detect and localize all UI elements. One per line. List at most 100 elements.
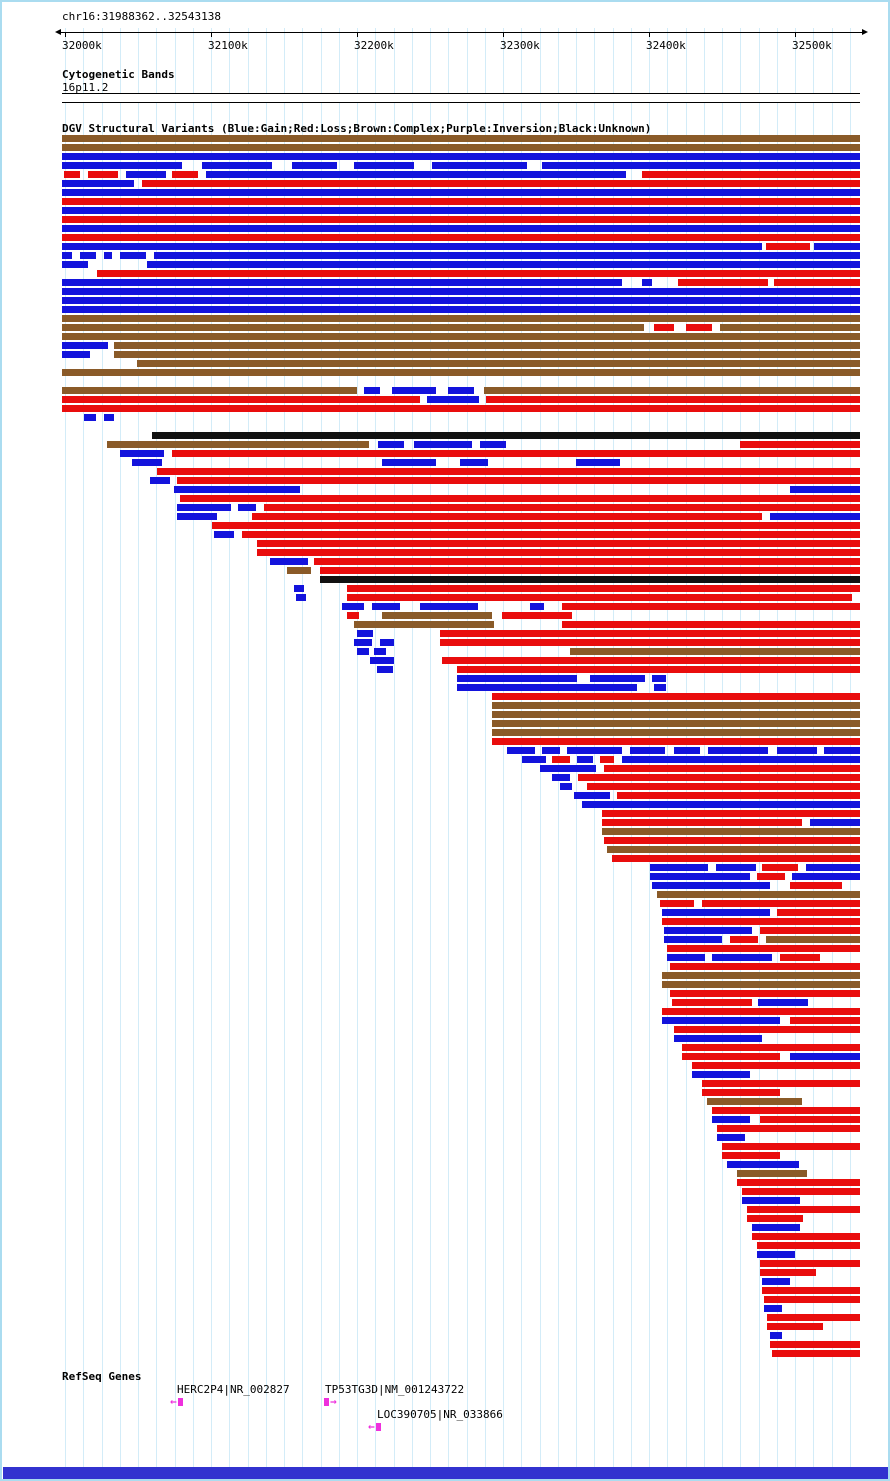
- variant-bar[interactable]: [664, 936, 722, 943]
- variant-bar[interactable]: [752, 1233, 860, 1240]
- variant-bar[interactable]: [62, 315, 860, 322]
- variant-bar[interactable]: [294, 585, 304, 592]
- variant-bar[interactable]: [662, 909, 770, 916]
- variant-bar[interactable]: [722, 1152, 780, 1159]
- variant-bar[interactable]: [667, 945, 860, 952]
- variant-bar[interactable]: [652, 882, 770, 889]
- variant-bar[interactable]: [62, 252, 72, 259]
- variant-bar[interactable]: [650, 873, 750, 880]
- variant-bar[interactable]: [132, 459, 162, 466]
- variant-bar[interactable]: [712, 954, 772, 961]
- variant-bar[interactable]: [578, 774, 860, 781]
- variant-bar[interactable]: [152, 432, 860, 439]
- variant-bar[interactable]: [576, 459, 620, 466]
- variant-bar[interactable]: [664, 927, 752, 934]
- variant-bar[interactable]: [790, 1053, 860, 1060]
- variant-bar[interactable]: [62, 144, 860, 151]
- variant-bar[interactable]: [62, 324, 644, 331]
- variant-bar[interactable]: [790, 486, 860, 493]
- variant-bar[interactable]: [314, 558, 860, 565]
- variant-bar[interactable]: [457, 675, 577, 682]
- variant-bar[interactable]: [542, 162, 860, 169]
- variant-bar[interactable]: [502, 612, 572, 619]
- variant-bar[interactable]: [604, 765, 860, 772]
- variant-bar[interactable]: [88, 171, 118, 178]
- variant-bar[interactable]: [62, 387, 357, 394]
- variant-bar[interactable]: [440, 639, 860, 646]
- variant-bar[interactable]: [582, 801, 860, 808]
- variant-bar[interactable]: [577, 756, 593, 763]
- variant-bar[interactable]: [172, 171, 198, 178]
- variant-bar[interactable]: [62, 225, 860, 232]
- variant-bar[interactable]: [574, 792, 610, 799]
- variant-bar[interactable]: [602, 819, 802, 826]
- variant-bar[interactable]: [347, 612, 359, 619]
- variant-bar[interactable]: [780, 954, 820, 961]
- variant-bar[interactable]: [766, 243, 810, 250]
- variant-bar[interactable]: [630, 747, 665, 754]
- variant-bar[interactable]: [80, 252, 96, 259]
- variant-bar[interactable]: [692, 1071, 750, 1078]
- variant-bar[interactable]: [427, 396, 479, 403]
- variant-bar[interactable]: [766, 936, 860, 943]
- variant-bar[interactable]: [492, 720, 860, 727]
- variant-bar[interactable]: [770, 1332, 782, 1339]
- variant-bar[interactable]: [180, 495, 860, 502]
- variant-bar[interactable]: [392, 387, 436, 394]
- gene-glyph[interactable]: →: [324, 1396, 337, 1407]
- variant-bar[interactable]: [570, 648, 860, 655]
- variant-bar[interactable]: [292, 162, 337, 169]
- variant-bar[interactable]: [270, 558, 308, 565]
- variant-bar[interactable]: [62, 198, 860, 205]
- variant-bar[interactable]: [378, 441, 404, 448]
- variant-bar[interactable]: [762, 864, 798, 871]
- variant-bar[interactable]: [777, 747, 817, 754]
- cytoband-box[interactable]: [62, 93, 860, 103]
- variant-bar[interactable]: [562, 603, 860, 610]
- variant-bar[interactable]: [708, 747, 768, 754]
- gene-glyph[interactable]: ←: [170, 1396, 183, 1407]
- variant-bar[interactable]: [760, 927, 860, 934]
- variant-bar[interactable]: [492, 738, 860, 745]
- variant-bar[interactable]: [120, 450, 164, 457]
- variant-bar[interactable]: [380, 639, 394, 646]
- variant-bar[interactable]: [420, 603, 478, 610]
- variant-bar[interactable]: [767, 1323, 823, 1330]
- variant-bar[interactable]: [806, 864, 860, 871]
- variant-bar[interactable]: [727, 1161, 799, 1168]
- variant-bar[interactable]: [764, 1305, 782, 1312]
- variant-bar[interactable]: [492, 693, 860, 700]
- variant-bar[interactable]: [486, 396, 860, 403]
- variant-bar[interactable]: [662, 918, 860, 925]
- variant-bar[interactable]: [492, 711, 860, 718]
- variant-bar[interactable]: [492, 702, 860, 709]
- variant-bar[interactable]: [157, 468, 860, 475]
- variant-bar[interactable]: [722, 1143, 860, 1150]
- variant-bar[interactable]: [777, 909, 860, 916]
- variant-bar[interactable]: [602, 828, 860, 835]
- variant-bar[interactable]: [448, 387, 474, 394]
- variant-bar[interactable]: [354, 639, 372, 646]
- variant-bar[interactable]: [670, 963, 860, 970]
- variant-bar[interactable]: [678, 279, 768, 286]
- variant-bar[interactable]: [62, 405, 860, 412]
- variant-bar[interactable]: [662, 981, 860, 988]
- variant-bar[interactable]: [432, 162, 527, 169]
- variant-bar[interactable]: [642, 171, 860, 178]
- variant-bar[interactable]: [654, 324, 674, 331]
- variant-bar[interactable]: [790, 1017, 860, 1024]
- variant-bar[interactable]: [507, 747, 535, 754]
- variant-bar[interactable]: [364, 387, 380, 394]
- variant-bar[interactable]: [602, 810, 860, 817]
- variant-bar[interactable]: [354, 621, 494, 628]
- variant-bar[interactable]: [137, 360, 860, 367]
- variant-bar[interactable]: [104, 414, 114, 421]
- variant-bar[interactable]: [62, 189, 860, 196]
- variant-bar[interactable]: [716, 864, 756, 871]
- variant-bar[interactable]: [662, 1017, 780, 1024]
- variant-bar[interactable]: [174, 486, 300, 493]
- variant-bar[interactable]: [457, 684, 637, 691]
- variant-bar[interactable]: [612, 855, 860, 862]
- variant-bar[interactable]: [238, 504, 256, 511]
- variant-bar[interactable]: [740, 441, 860, 448]
